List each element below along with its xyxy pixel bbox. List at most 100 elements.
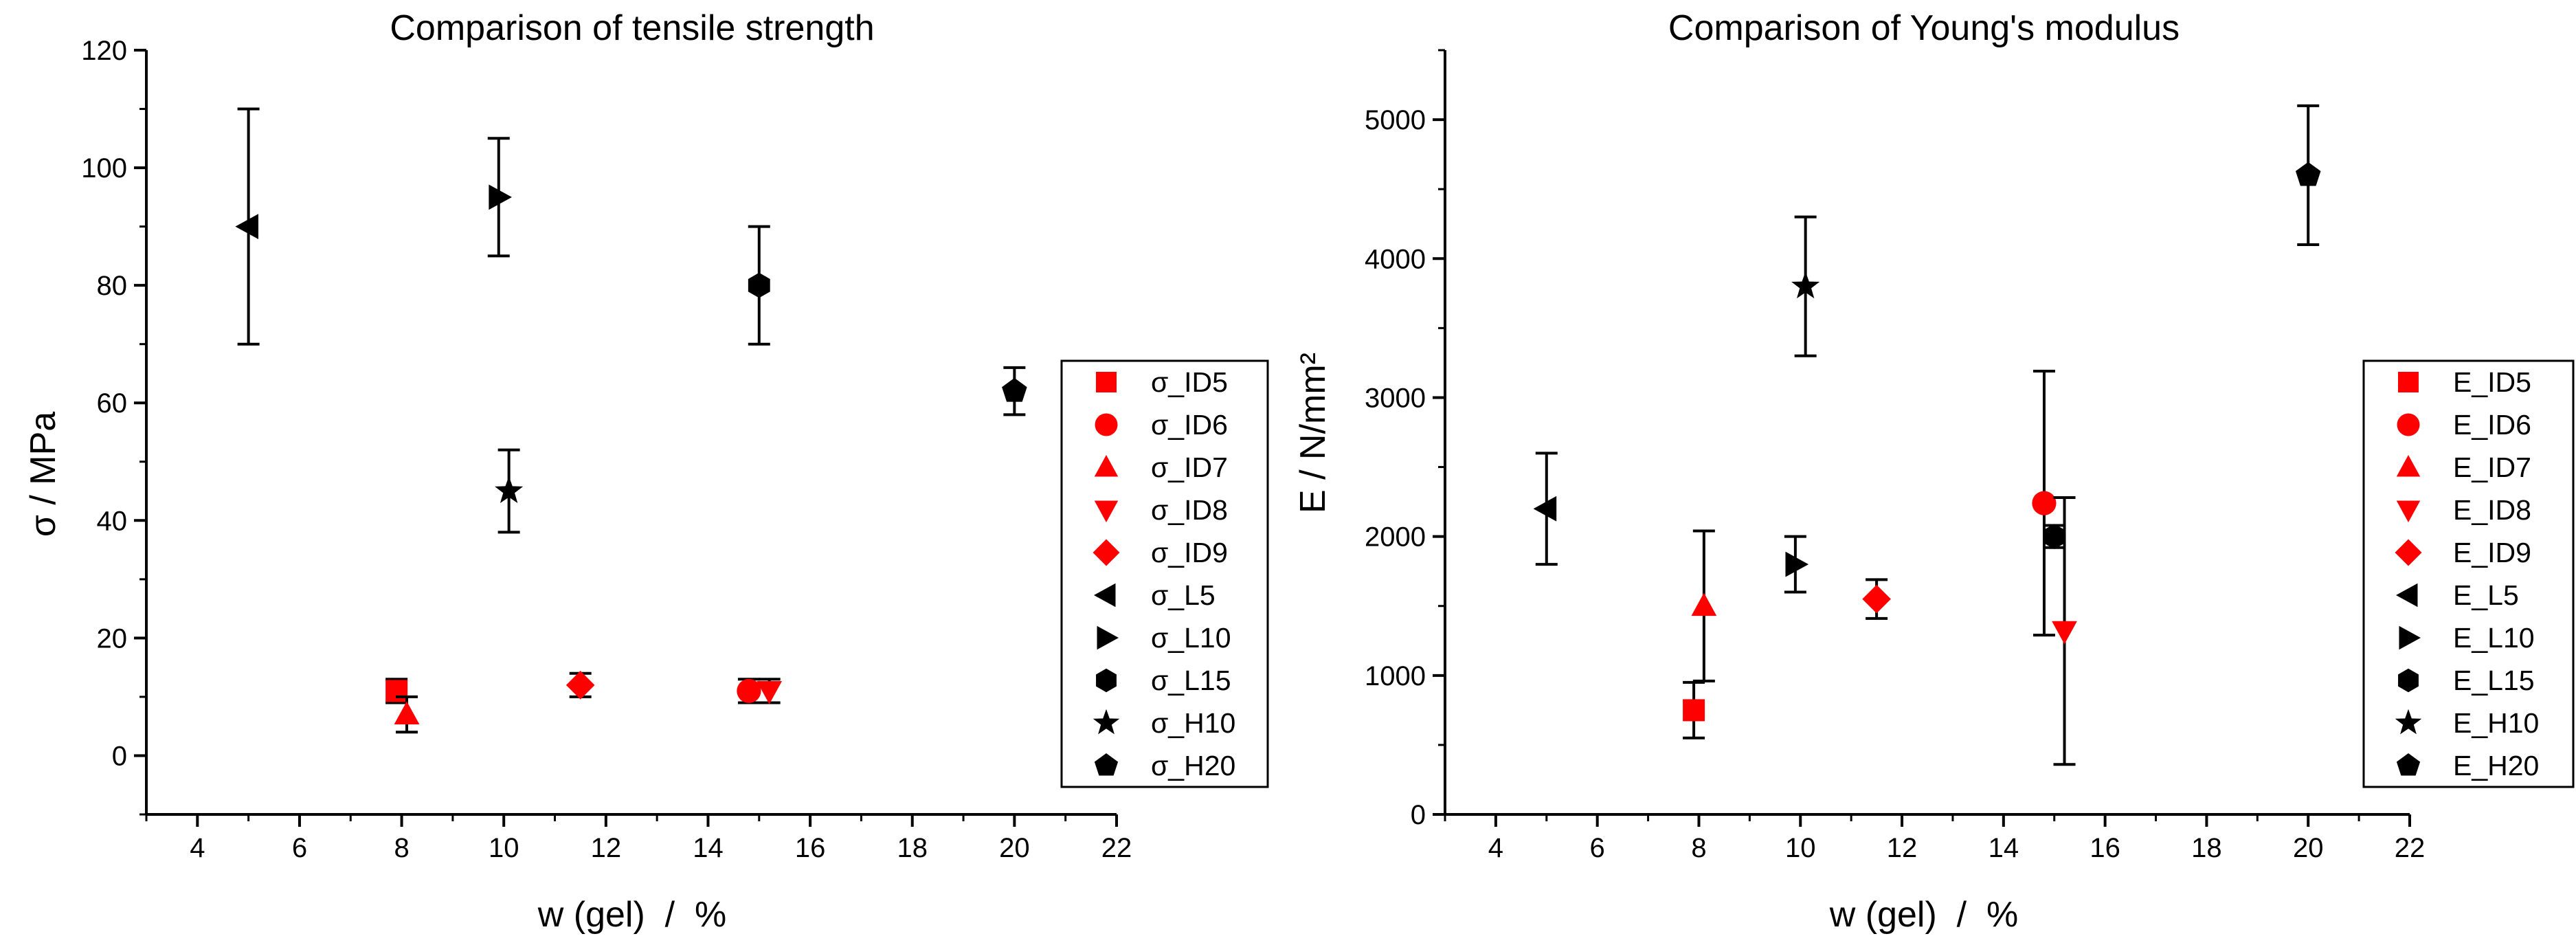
y-tick-label: 20 [97,623,128,654]
legend-label: E_ID6 [2453,409,2531,441]
data-points [1533,104,2321,766]
x-tick-label: 16 [795,833,826,863]
legend-marker [2395,709,2422,735]
legend-label: σ_L5 [1151,579,1216,611]
data-point-h10 [495,476,524,504]
data-point-l5 [235,214,259,240]
y-tick-label: 80 [97,271,128,301]
y-tick-label: 120 [81,36,127,66]
legend-marker [2396,455,2421,477]
legend-marker [1093,539,1120,566]
legend-marker [2396,500,2421,522]
legend-marker [2398,668,2419,693]
legend-marker [2398,372,2419,392]
legend-label: E_L10 [2453,622,2535,654]
data-point-eid7 [1691,592,1717,616]
legend-label: E_L15 [2453,665,2535,696]
chart-title: Comparison of Young's modulus [1668,8,2180,48]
legend-label: E_ID9 [2453,537,2531,568]
legend-marker [2396,583,2418,608]
x-tick-label: 10 [1785,833,1816,863]
data-point-eid6 [2032,491,2057,515]
legend-marker [1093,709,1120,735]
legend-label: σ_ID8 [1151,494,1228,526]
x-tick-label: 20 [2293,833,2324,863]
x-axis-title: w (gel) / % [537,895,727,935]
data-point-id8 [757,680,783,704]
data-point-eid5 [1683,699,1705,722]
x-tick-label: 12 [1887,833,1918,863]
data-point-id7 [394,701,420,724]
legend: σ_ID5 σ_ID6 σ_ID7 σ_ID8 σ_ID9 σ_L5 σ_L10 σ_L15 σ… [1060,359,1269,788]
y-tick-label: 100 [81,153,127,184]
data-point-el15 [2043,524,2065,550]
data-point-l15 [748,272,770,298]
legend-marker [1094,500,1119,522]
x-tick-label: 22 [1101,833,1132,863]
y-tick-label: 2000 [1365,522,1426,553]
x-tick-label: 4 [1488,833,1503,863]
data-point-eid8 [2052,621,2077,645]
y-tick-label: 0 [112,741,127,771]
legend-label: σ_ID7 [1151,452,1228,483]
x-tick-label: 22 [2395,833,2426,863]
legend-label: σ_H10 [1151,707,1235,739]
data-point-el5 [1533,496,1557,522]
x-tick-label: 6 [1590,833,1605,863]
legend-label: σ_H20 [1151,750,1235,781]
legend-label: σ_ID6 [1151,409,1228,441]
data-point-eh10 [1791,271,1820,299]
x-tick-label: 10 [489,833,519,863]
data-point-el10 [1785,551,1809,577]
legend-label: σ_L10 [1151,622,1231,654]
x-tick-label: 18 [2191,833,2222,863]
x-tick-label: 20 [999,833,1030,863]
data-point-eh20 [2295,162,2321,186]
data-point-id5 [385,680,408,702]
x-axis-title: w (gel) / % [1829,895,2019,935]
legend-marker [2399,625,2421,650]
axes: 4 6 8 10 12 14 16 18 20 22 0 1000 2000 3000 4000 5000 [1365,49,2426,863]
x-tick-label: 8 [394,833,409,863]
legend-box [1060,359,1269,788]
legend-label: E_ID5 [2453,366,2531,398]
legend-marker [1094,455,1119,477]
legend-marker [1097,625,1119,650]
y-tick-label: 0 [1411,800,1426,830]
legend-label: σ_L15 [1151,665,1231,696]
x-tick-label: 16 [2090,833,2120,863]
legend-label: E_ID8 [2453,494,2531,526]
legend-label: σ_ID9 [1151,537,1228,568]
data-point-eid9 [1862,584,1891,614]
y-tick-label: 5000 [1365,105,1426,135]
legend-marker [2397,413,2420,436]
legend-box [2362,359,2575,788]
legend-marker [1096,668,1117,693]
y-tick-label: 4000 [1365,244,1426,274]
axes: 4 6 8 10 12 14 16 18 20 22 0 20 40 60 80 100 120 [81,36,1132,863]
x-tick-label: 6 [292,833,307,863]
legend-label: E_ID7 [2453,452,2531,483]
legend-label: E_H10 [2453,707,2539,739]
data-point-l10 [489,184,512,210]
youngs-modulus-chart: Comparison of Young's modulus w (gel) / … [1293,8,2575,935]
x-tick-label: 8 [1691,833,1706,863]
legend-marker [2396,753,2421,776]
y-axis-title: σ / MPa [23,412,63,537]
data-points [235,107,1027,734]
y-tick-label: 3000 [1365,383,1426,413]
legend: E_ID5 E_ID6 E_ID7 E_ID8 E_ID9 E_L5 E_L10 E_L15 E… [2362,359,2575,788]
x-tick-label: 12 [591,833,622,863]
legend-marker [1096,372,1117,392]
legend-label: E_L5 [2453,579,2519,611]
y-tick-label: 40 [97,506,128,536]
x-tick-label: 14 [693,833,724,863]
y-axis-title: E / N/mm² [1293,353,1333,513]
x-tick-label: 14 [1989,833,2019,863]
data-point-id6 [737,678,761,703]
legend-marker [1094,753,1119,776]
legend-label: E_H20 [2453,750,2539,781]
legend-marker [1095,413,1118,436]
data-point-h20 [1002,377,1027,402]
